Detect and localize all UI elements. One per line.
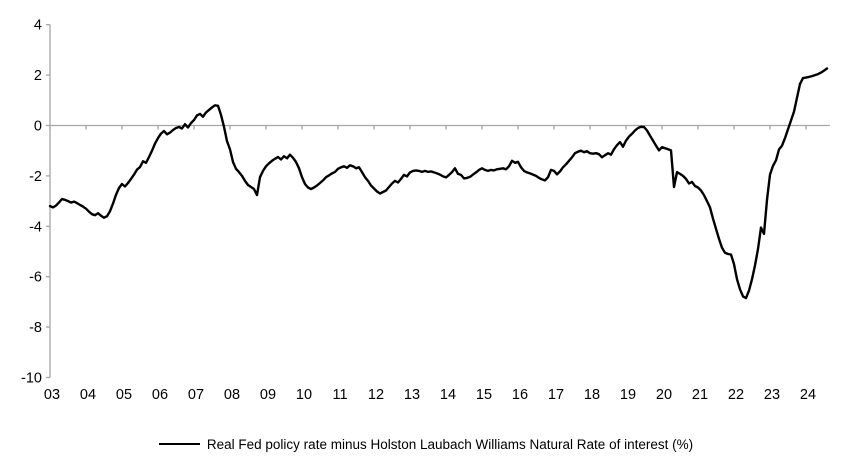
x-tick-label: 12 — [368, 387, 384, 403]
x-tick-label: 08 — [224, 387, 240, 403]
series-line — [48, 67, 829, 300]
x-tick-label: 10 — [296, 387, 312, 403]
x-tick-label: 23 — [764, 387, 780, 403]
y-tick-label: -8 — [29, 320, 42, 336]
x-tick-label: 21 — [692, 387, 708, 403]
x-tick-label: 16 — [512, 387, 528, 403]
legend: Real Fed policy rate minus Holston Lauba… — [0, 433, 852, 455]
x-tick-label: 24 — [800, 387, 816, 403]
x-tick-label: 04 — [80, 387, 96, 403]
legend-label: Real Fed policy rate minus Holston Lauba… — [206, 436, 694, 452]
x-tick-label: 22 — [728, 387, 744, 403]
y-tick-label: -2 — [29, 169, 42, 185]
x-tick-label: 05 — [116, 387, 132, 403]
x-tick-label: 13 — [404, 387, 420, 403]
x-tick-label: 20 — [656, 387, 672, 403]
x-tick-label: 14 — [440, 387, 456, 403]
x-tick-label: 06 — [152, 387, 168, 403]
x-tick-label: 15 — [476, 387, 492, 403]
y-tick-label: -4 — [29, 219, 42, 235]
x-tick-label: 18 — [584, 387, 600, 403]
x-tick-label: 17 — [548, 387, 564, 403]
x-tick-label: 11 — [332, 387, 347, 403]
x-tick-label: 09 — [260, 387, 276, 403]
x-axis-zero-line: 03 04 05 06 07 08 09 10 11 12 13 14 15 16 17 18 19 20 21 22… — [44, 124, 830, 403]
x-tick-label: 19 — [620, 387, 636, 403]
legend-line-sample — [158, 442, 200, 446]
y-tick-label: 4 — [34, 18, 42, 34]
y-tick-label: 0 — [34, 119, 42, 135]
y-tick-label: -10 — [21, 371, 42, 387]
y-tick-label: -6 — [29, 270, 42, 286]
y-axis: 4 2 0 -2 -4 -6 -8 -10 — [21, 18, 51, 387]
x-tick-label: 03 — [44, 387, 60, 403]
y-tick-label: 2 — [34, 68, 42, 84]
x-tick-label: 07 — [188, 387, 204, 403]
data-line — [48, 67, 829, 300]
